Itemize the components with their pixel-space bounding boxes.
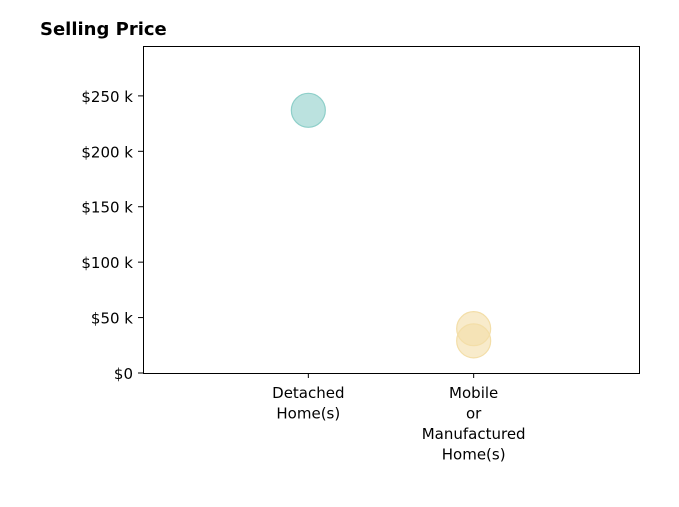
y-tick-label: $0 [114,365,133,383]
x-tick-label-line: Manufactured [422,425,526,443]
chart-title: Selling Price [40,19,167,40]
y-tick-label: $150 k [81,199,133,217]
x-tick-label: Detached Home(s) [272,384,344,423]
scatter-point [290,92,326,128]
x-axis: Detached Home(s) Mobile or Manufactured Home(… [272,373,526,464]
x-tick-label-line: Home(s) [442,446,506,464]
y-axis: $0 $50 k $100 k $150 k $200 k $250 k [81,88,143,383]
x-tick-label-line: Mobile [449,384,498,402]
x-tick-label: Mobile or Manufactured Home(s) [422,384,526,464]
x-tick-label-line: or [466,405,482,423]
y-tick-label: $50 k [91,310,133,328]
y-tick-label: $100 k [81,254,133,272]
scatter-point [456,323,492,359]
y-tick-label: $200 k [81,143,133,161]
points-layer [290,92,492,359]
x-tick-label-line: Home(s) [276,405,340,423]
y-tick-label: $250 k [81,88,133,106]
x-tick-label-line: Detached [272,384,344,402]
plot-area-frame [143,46,640,374]
